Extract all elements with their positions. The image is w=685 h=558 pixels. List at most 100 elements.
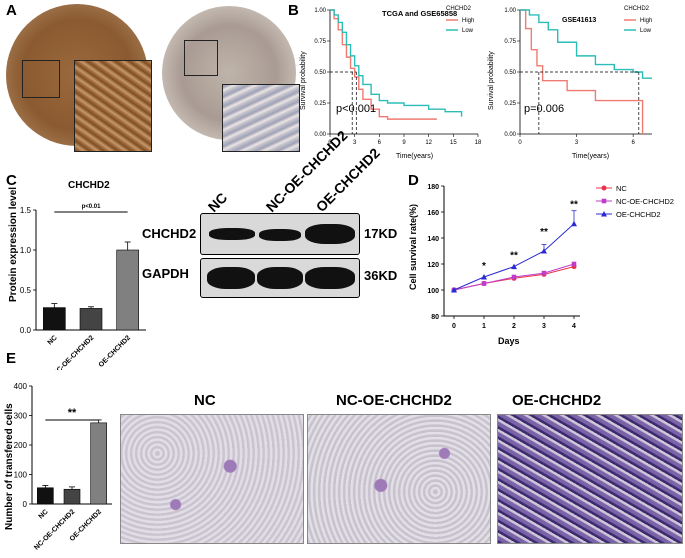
- km-ytick-label: 0.50: [504, 70, 516, 76]
- line-point: [511, 274, 517, 280]
- line-significance: **: [540, 227, 548, 238]
- km-plot-tcga: 0.00 0.25 0.50 0.75 1.00 0 3 6 9 12 15 18 TCGA and …: [300, 6, 482, 160]
- km-ytick-label: 0.75: [504, 39, 516, 45]
- line-ytick-label: 160: [427, 210, 439, 217]
- bar-1: [79, 308, 103, 331]
- km-ytick-label: 1.00: [504, 8, 516, 14]
- line-significance: **: [510, 251, 518, 262]
- bar-0: [43, 307, 66, 331]
- line-ytick-label: 100: [427, 288, 439, 295]
- blot-strip-chchd2: [200, 213, 360, 255]
- micrograph-nc: [120, 414, 304, 544]
- km-xtick-label: 6: [378, 140, 382, 146]
- line-legend-marker: [601, 211, 607, 217]
- bar-ytick-label: 200: [14, 441, 28, 450]
- line-xtick-label: 0: [452, 323, 456, 330]
- km-curve-low: [520, 9, 652, 79]
- km1-xlabel: Time(years): [396, 153, 433, 160]
- line-xtick-label: 3: [542, 323, 546, 330]
- micrograph-oe: [497, 414, 683, 544]
- line-xtick-label: 2: [512, 323, 516, 330]
- line-ytick-label: 80: [431, 314, 439, 321]
- ihc-image-high: [4, 2, 152, 152]
- blot-lane-label-nc: NC: [204, 189, 231, 215]
- km-xtick-label: 0: [328, 140, 332, 146]
- cell-survival-chart: 80 100 120 140 160 180 0 1 2 3 4 NC NC-OE-CHCHD2 OE-C…: [408, 184, 674, 346]
- km-ytick-label: 0.50: [314, 70, 326, 76]
- km-xtick-label: 6: [631, 140, 635, 146]
- line-point: [571, 261, 577, 267]
- km-ytick-label: 0.00: [314, 132, 326, 138]
- micro-label-oe: OE-CHCHD2: [512, 392, 602, 409]
- km-ytick-label: 0.25: [504, 101, 516, 107]
- bar-category-label: NC-OE-CHCHD2: [52, 334, 95, 370]
- line-ytick-label: 140: [427, 236, 439, 243]
- bar-ytick-label: 0.0: [20, 326, 32, 335]
- bar-category-label: NC: [38, 508, 50, 520]
- blot-row-label-chchd2: CHCHD2: [142, 226, 197, 241]
- km-ytick-label: 0.75: [314, 39, 326, 45]
- micro-label-nc-oe: NC-OE-CHCHD2: [336, 392, 452, 409]
- line-ytick-label: 180: [427, 184, 439, 191]
- km-curve-high: [520, 9, 644, 134]
- panel-letter-b: B: [288, 2, 299, 19]
- bar-ytick-label: 1.5: [20, 206, 32, 215]
- km1-ylabel: Survival probability: [300, 51, 307, 110]
- bar-category-label: OE-CHCHD2: [98, 334, 132, 368]
- c-title: CHCHD2: [68, 180, 110, 191]
- line-legend-label: NC: [616, 184, 627, 193]
- line-significance: **: [570, 200, 578, 211]
- km-xtick-label: 9: [402, 140, 406, 146]
- bar-category-label: NC: [47, 334, 59, 346]
- panel-letter-e: E: [6, 350, 17, 367]
- km1-legend-low: Low: [462, 28, 474, 34]
- km2-pvalue: p=0.006: [524, 103, 564, 115]
- blot-row-label-gapdh: GAPDH: [142, 266, 189, 281]
- blot-size-17kd: 17KD: [364, 226, 398, 241]
- c-ylabel: Protein expression level: [8, 187, 19, 302]
- bar-ytick-label: 0: [23, 500, 28, 509]
- km-ytick-label: 0.25: [314, 101, 326, 107]
- km-curve-high: [330, 9, 437, 120]
- line-point: [451, 287, 457, 293]
- line-point: [481, 281, 487, 286]
- km2-legend-high: High: [640, 18, 652, 24]
- d-ylabel: Cell survival rate(%): [408, 204, 418, 290]
- km-xtick-label: 18: [475, 140, 482, 146]
- km-ytick-label: 1.00: [314, 8, 326, 14]
- line-significance: *: [482, 261, 486, 272]
- line-legend-marker: [601, 198, 607, 204]
- bar-2: [116, 249, 139, 331]
- blot-strip-gapdh: [200, 258, 360, 298]
- bar-sig-label: p<0.01: [82, 204, 102, 210]
- km2-legend-low: Low: [640, 28, 652, 34]
- km2-ylabel: Survival probability: [488, 51, 495, 110]
- km-xtick-label: 3: [353, 140, 357, 146]
- line-legend-label: NC-OE-CHCHD2: [616, 197, 674, 206]
- km-xtick-label: 0: [518, 140, 522, 146]
- km1-legend-high: High: [462, 18, 474, 24]
- bar-ytick-label: 1.0: [20, 246, 32, 255]
- line-legend-marker: [601, 185, 607, 191]
- line-ytick-label: 120: [427, 262, 439, 269]
- km2-xlabel: Time(years): [572, 153, 609, 160]
- bar-ytick-label: 0.5: [20, 286, 32, 295]
- km-xtick-label: 15: [450, 140, 457, 146]
- bar-ytick-label: 100: [14, 471, 28, 480]
- km1-title: TCGA and GSE65858: [382, 9, 457, 18]
- bar-ytick-label: 300: [14, 412, 28, 421]
- km2-legend-title: CHCHD2: [624, 6, 650, 12]
- km-ytick-label: 0.00: [504, 132, 516, 138]
- line-point: [481, 274, 487, 280]
- panel-letter-a: A: [6, 2, 17, 19]
- d-xlabel: Days: [498, 336, 520, 346]
- line-xtick-label: 4: [572, 323, 576, 330]
- line-point: [511, 263, 517, 270]
- micrograph-nc-oe: [307, 414, 491, 544]
- bar-ytick-label: 400: [14, 382, 28, 391]
- bar-0: [37, 487, 54, 505]
- ihc-image-low: [150, 2, 300, 152]
- panel-letter-c: C: [6, 172, 17, 189]
